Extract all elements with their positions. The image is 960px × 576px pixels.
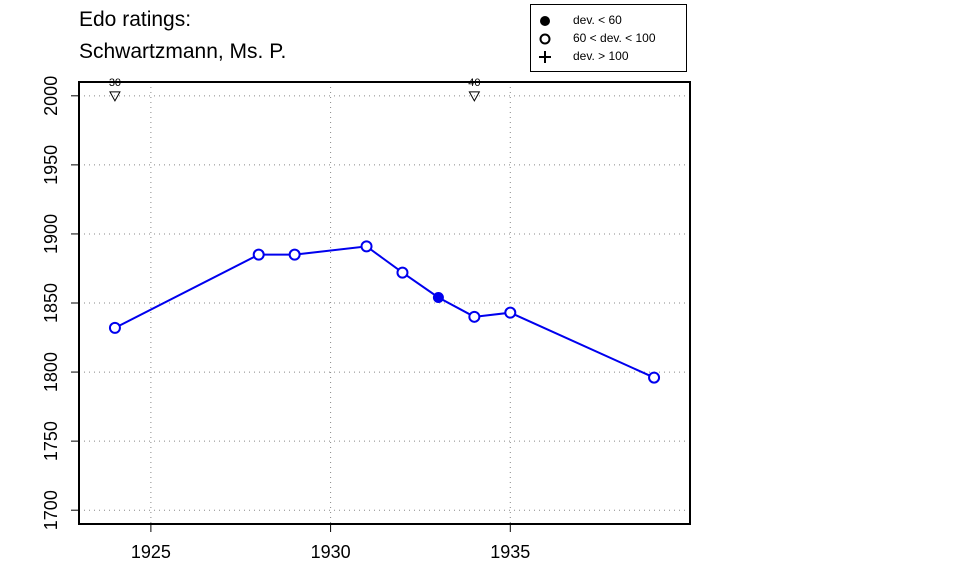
legend-label: 60 < dev. < 100 <box>573 31 656 45</box>
chart-title: Edo ratings: <box>79 8 192 31</box>
x-tick-label: 1935 <box>490 542 530 562</box>
data-point-open <box>360 240 373 253</box>
series-line <box>114 245 655 379</box>
y-tick-label: 1950 <box>41 145 61 185</box>
y-tick-label: 1700 <box>41 490 61 530</box>
data-point-open <box>504 306 517 319</box>
chart-subtitle: Schwartzmann, Ms. P. <box>79 40 287 63</box>
open-circle-icon <box>539 33 551 45</box>
filled-circle-icon <box>540 16 550 26</box>
x-tick-label: 1925 <box>131 542 171 562</box>
y-tick-label: 1900 <box>41 214 61 254</box>
legend: dev. < 60 60 < dev. < 100 dev. > 100 <box>530 4 687 72</box>
data-point-open <box>468 310 481 323</box>
data-point-open <box>288 248 301 261</box>
y-tick-label: 1750 <box>41 421 61 461</box>
plot-frame <box>78 81 691 525</box>
down-triangle-marker <box>468 91 481 102</box>
y-tick-label: 2000 <box>41 76 61 116</box>
legend-item-plus: dev. > 100 <box>531 48 686 66</box>
legend-item-filled: dev. < 60 <box>531 12 686 30</box>
down-triangle-marker <box>109 91 121 102</box>
legend-label: dev. > 100 <box>573 49 629 63</box>
data-point-filled <box>432 291 444 303</box>
data-point-open <box>396 266 409 279</box>
y-tick-label: 1800 <box>41 352 61 392</box>
plus-icon <box>539 51 551 63</box>
y-tick-label: 1850 <box>41 283 61 323</box>
x-tick-label: 1930 <box>311 542 351 562</box>
data-point-open <box>252 248 265 261</box>
legend-label: dev. < 60 <box>573 13 622 27</box>
legend-item-open: 60 < dev. < 100 <box>531 30 686 48</box>
data-point-open <box>648 371 661 384</box>
data-point-open <box>108 321 121 334</box>
